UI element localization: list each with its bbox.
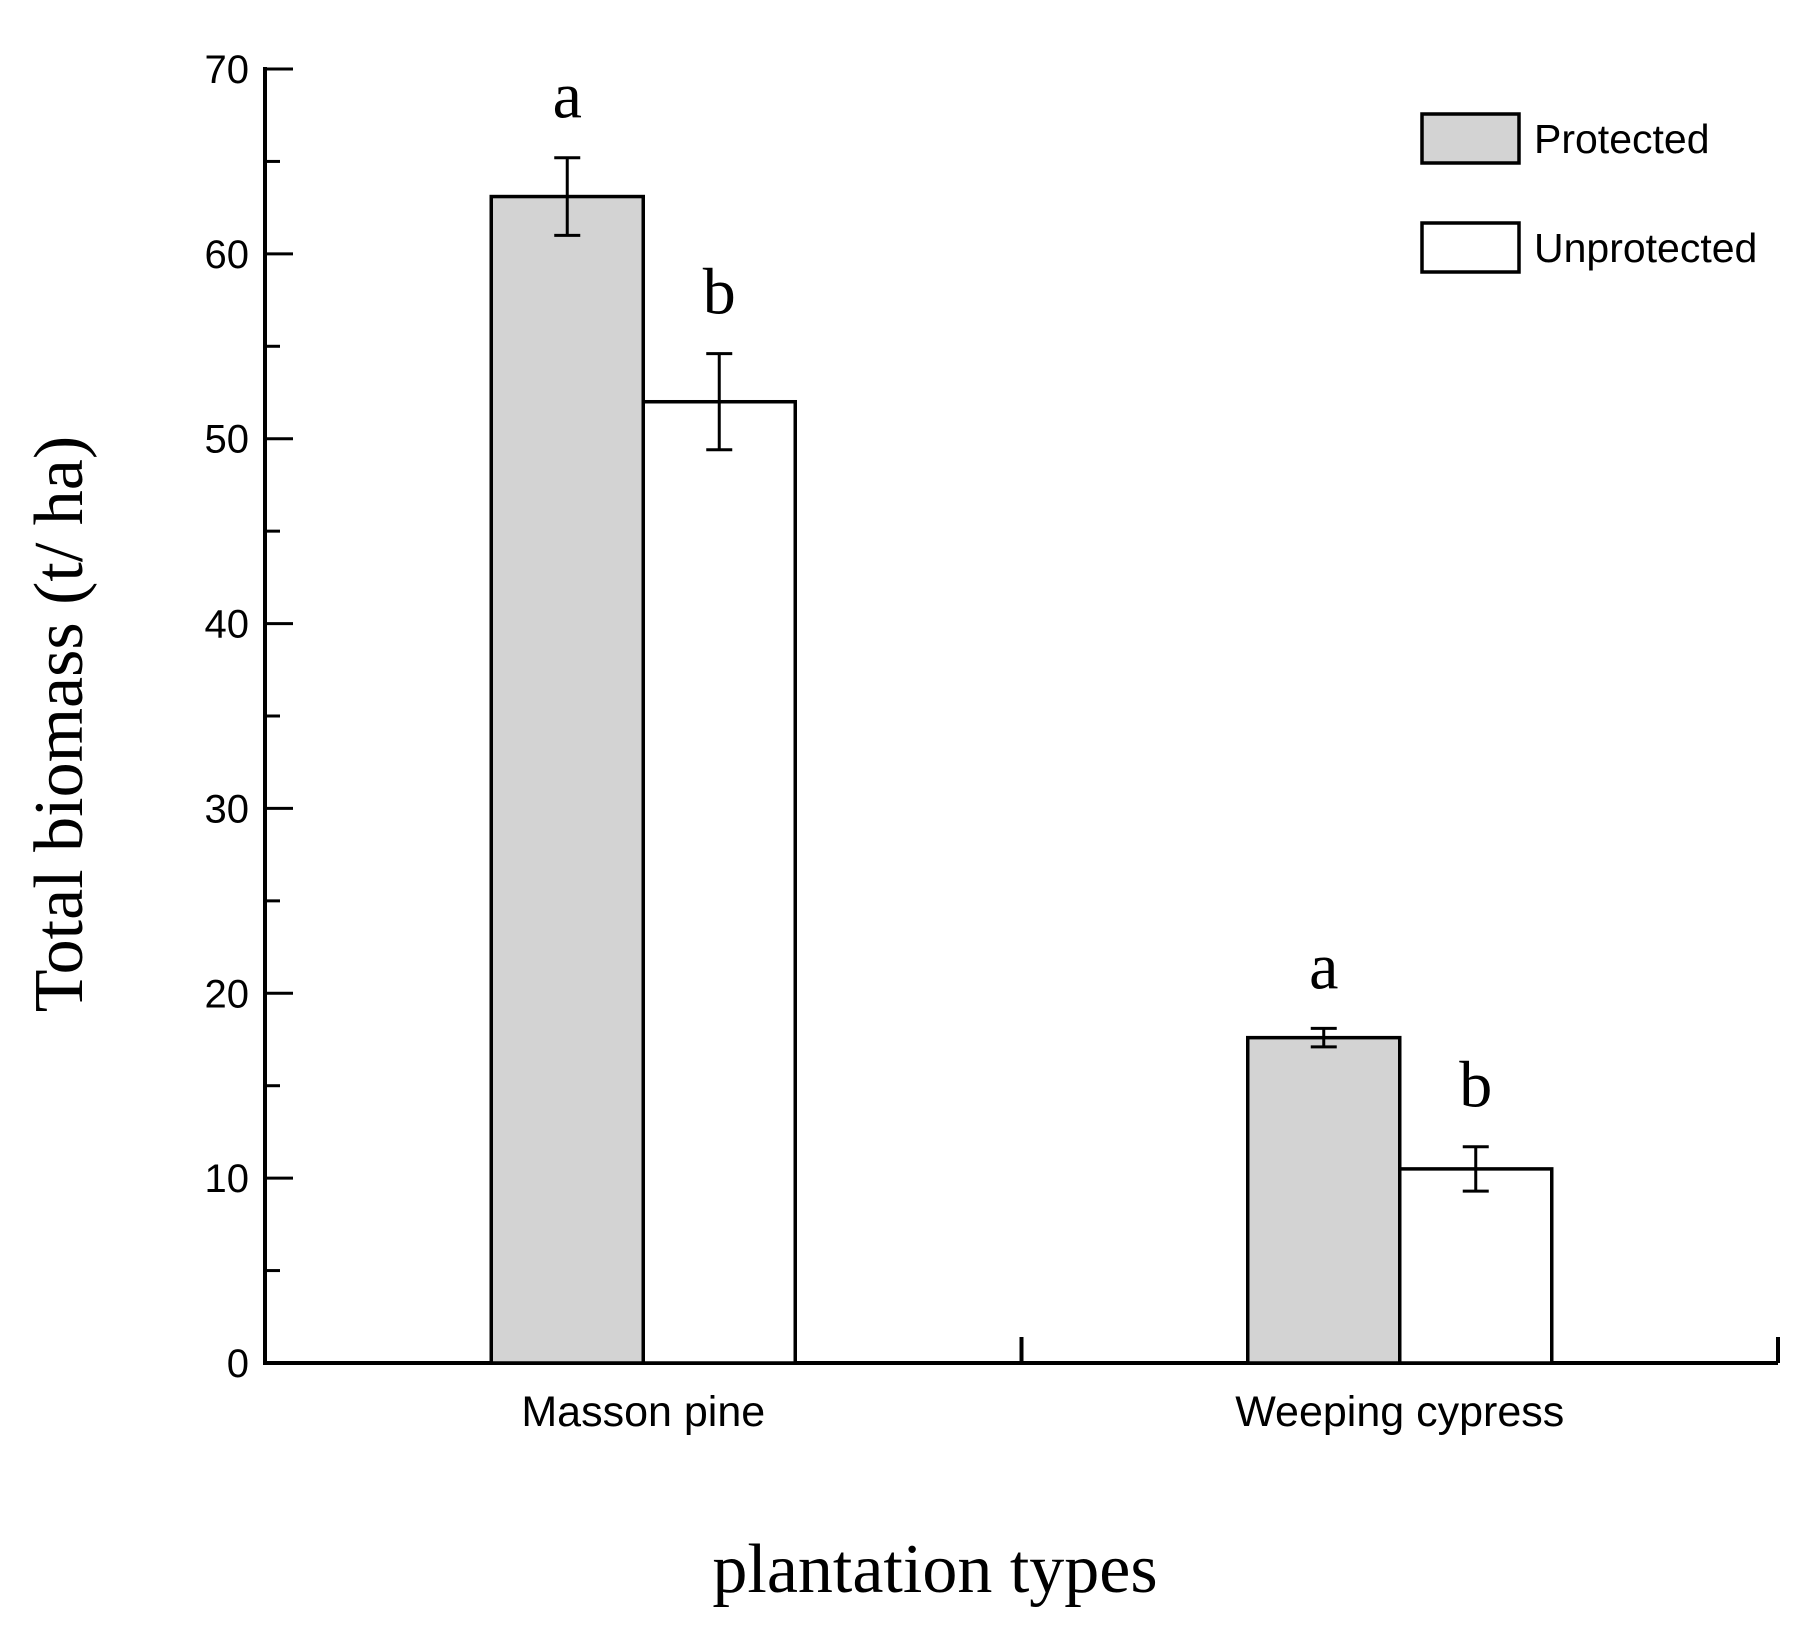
x-category-label: Masson pine — [521, 1388, 765, 1436]
error-bars — [554, 156, 1489, 1193]
significance-letter: a — [1309, 930, 1338, 1003]
significance-letter: b — [1459, 1049, 1492, 1122]
legend: Protected Unprotected — [1420, 112, 1757, 274]
legend-label-protected: Protected — [1534, 116, 1710, 162]
y-tick-label: 50 — [205, 418, 250, 462]
legend-swatch-protected — [1420, 112, 1521, 165]
significance-letters: a b a b — [553, 60, 1493, 1122]
axes: 0 10 20 30 40 50 60 70 Masson pine Weeping cypres… — [205, 48, 1780, 1436]
bars — [489, 194, 1554, 1365]
y-tick-label: 20 — [205, 972, 250, 1016]
legend-swatch-unprotected — [1420, 221, 1521, 274]
bar-unprotected — [641, 399, 797, 1365]
y-tick-label: 0 — [227, 1342, 249, 1386]
legend-label-unprotected: Unprotected — [1534, 225, 1757, 271]
bar-protected — [489, 194, 645, 1365]
y-tick-label: 40 — [205, 603, 250, 647]
bar-unprotected — [1398, 1167, 1554, 1365]
y-tick-label: 10 — [205, 1157, 250, 1201]
significance-letter: b — [703, 256, 736, 329]
y-axis-title: Total biomass (t/ ha) — [21, 436, 98, 1012]
y-tick-label: 70 — [205, 48, 250, 92]
x-category-label: Weeping cypress — [1235, 1388, 1564, 1436]
x-axis-title: plantation types — [712, 1531, 1157, 1608]
significance-letter: a — [553, 60, 582, 133]
y-tick-label: 30 — [205, 787, 250, 831]
bar-protected — [1246, 1035, 1402, 1365]
y-tick-label: 60 — [205, 233, 250, 277]
